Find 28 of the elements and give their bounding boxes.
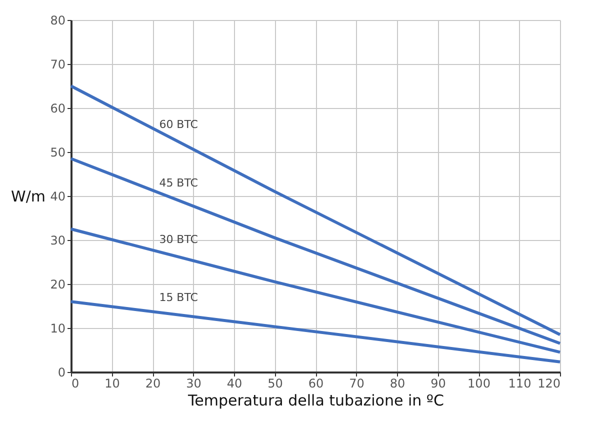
y-tick-label: 50 [50,146,66,160]
x-tick-label: 10 [104,376,120,390]
y-tick-label: 70 [50,58,66,72]
x-tick-label: 50 [268,376,283,390]
x-tick-label: 0 [72,376,80,390]
x-tick-label: 20 [145,376,161,390]
x-tick-label: 110 [508,376,532,390]
y-tick-label: 0 [58,366,66,380]
y-tick-label: 20 [50,278,66,292]
x-tick-label: 80 [390,376,406,390]
x-tick-label: 120 [538,376,560,390]
y-tick-label: 80 [50,14,66,28]
x-tick-label: 60 [308,376,324,390]
y-axis-title: W/m [11,188,46,206]
x-tick-label: 100 [468,376,490,390]
x-tick-label: 30 [186,376,202,390]
series-label: 30 BTC [159,232,198,246]
x-tick-label: 40 [226,376,242,390]
x-tick-label: 70 [349,376,364,390]
x-axis-title: Temperatura della tubazione in ºC [187,392,444,410]
y-tick-label: 40 [50,190,66,204]
series-label: 60 BTC [159,118,198,131]
y-tick-label: 60 [50,102,66,116]
y-tick-label: 10 [50,322,66,336]
y-tick-label: 30 [50,234,66,248]
x-tick-label: 90 [430,376,446,390]
series-label: 45 BTC [159,176,198,190]
series-label: 15 BTC [159,290,198,304]
